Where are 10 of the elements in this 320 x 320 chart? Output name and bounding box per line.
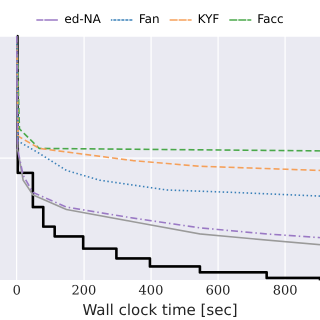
x-tick-label: 400	[138, 284, 164, 299]
x-tick-label: 600	[206, 284, 230, 299]
legend-label: KYF	[198, 12, 220, 26]
x-tick-label: 200	[71, 284, 96, 299]
legend-label: ed-NA	[64, 12, 102, 26]
x-tick-label: 800	[272, 284, 298, 299]
x-tick-label: 0	[12, 284, 21, 299]
legend-label: Facc	[257, 12, 284, 26]
legend-label: Fan	[138, 12, 160, 26]
x-axis-title: Wall clock time [sec]	[82, 300, 238, 319]
